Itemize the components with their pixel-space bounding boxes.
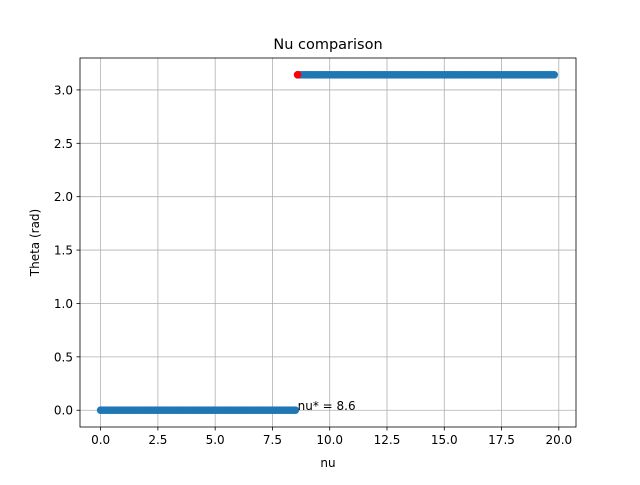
annotation-label: nu* = 8.6	[298, 399, 356, 413]
y-tick-label: 1.0	[54, 297, 73, 311]
annotations: nu* = 8.6	[298, 399, 356, 413]
y-tick-label: 0.5	[54, 350, 73, 364]
x-tick-label: 7.5	[263, 433, 282, 447]
scatter-point	[291, 406, 300, 415]
x-tick-label: 12.5	[374, 433, 401, 447]
y-tick-label: 1.5	[54, 244, 73, 258]
x-tick-label: 2.5	[148, 433, 167, 447]
x-tick-label: 0.0	[91, 433, 110, 447]
series-1	[293, 71, 559, 79]
x-tick-label: 15.0	[431, 433, 458, 447]
series-0	[96, 406, 300, 415]
y-tick-label: 2.0	[54, 190, 73, 204]
x-tick-label: 17.5	[488, 433, 515, 447]
chart-title: Nu comparison	[273, 37, 382, 53]
series-2	[293, 71, 302, 79]
grid	[80, 58, 576, 427]
y-axis-label: Theta (rad)	[28, 209, 42, 277]
y-tick-label: 3.0	[54, 83, 73, 97]
y-tick-label: 0.0	[54, 404, 73, 418]
x-tick-label: 5.0	[206, 433, 225, 447]
data-marks	[96, 71, 559, 415]
x-axis-label: nu	[320, 456, 335, 470]
axis-ticks: 0.0 2.5 5.0 7.5 10.0 12.5 15.0 17.5 20.0 0.0 0.5 1.…	[54, 83, 572, 447]
x-tick-label: 10.0	[316, 433, 343, 447]
x-tick-label: 20.0	[545, 433, 572, 447]
y-tick-label: 2.5	[54, 137, 73, 151]
scatter-point	[550, 71, 559, 79]
scatter-point	[293, 71, 302, 79]
plot-frame	[79, 57, 577, 428]
